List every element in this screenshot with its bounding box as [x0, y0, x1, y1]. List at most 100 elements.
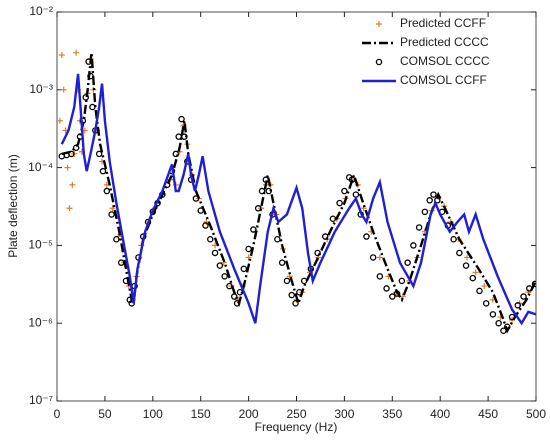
circle-marker: [211, 249, 219, 257]
circle-marker: [89, 103, 96, 111]
circle-marker: [462, 262, 470, 269]
plus-marker: [376, 21, 382, 27]
circle-marker: [398, 277, 406, 285]
circle-marker: [404, 259, 411, 266]
series-line: [61, 52, 536, 334]
circle-marker: [82, 94, 89, 101]
circle-marker: [348, 176, 356, 183]
circle-marker: [489, 311, 497, 318]
circle-marker: [300, 277, 308, 285]
circle-marker: [341, 187, 348, 195]
circle-marker: [72, 144, 80, 151]
circle-marker: [236, 288, 244, 296]
circle-marker: [393, 290, 401, 297]
circle-marker: [476, 287, 483, 295]
circle-marker: [504, 323, 511, 331]
legend-label: Predicted CCCC: [400, 35, 489, 49]
circle-marker: [113, 235, 120, 243]
circle-marker: [321, 233, 329, 240]
circle-marker: [283, 277, 291, 285]
circle-marker: [434, 197, 441, 204]
circle-marker: [245, 245, 252, 253]
legend-label: COMSOL CCFF: [400, 73, 487, 87]
circle-marker: [336, 199, 343, 207]
circle-marker: [172, 150, 180, 158]
circle-marker: [250, 226, 257, 233]
plus-marker: [472, 269, 479, 276]
plus-marker: [64, 164, 71, 171]
circle-marker: [430, 191, 437, 198]
circle-marker: [233, 300, 241, 307]
y-tick-label: 10⁻⁴: [28, 160, 53, 174]
plus-marker: [57, 117, 63, 124]
plus-marker: [73, 49, 80, 56]
y-tick-label: 10⁻²: [29, 4, 53, 18]
x-axis-label: Frequency (Hz): [255, 420, 338, 434]
circle-marker: [469, 274, 477, 282]
circle-marker: [410, 242, 417, 249]
plus-marker: [66, 205, 73, 212]
circle-marker: [197, 207, 204, 214]
x-tick-label: 450: [478, 407, 498, 421]
circle-marker: [508, 313, 516, 321]
circle-marker: [181, 133, 188, 140]
circle-marker: [426, 197, 433, 204]
circle-marker: [85, 58, 92, 65]
circle-marker: [258, 187, 266, 195]
circle-marker: [262, 176, 270, 183]
circle-marker: [292, 300, 299, 307]
x-tick-label: 200: [239, 407, 259, 421]
circle-marker: [99, 167, 107, 175]
circle-marker: [421, 208, 429, 216]
circle-marker: [87, 72, 94, 80]
plus-marker: [109, 205, 116, 212]
circle-marker: [202, 222, 209, 229]
circle-marker: [500, 327, 507, 334]
circle-marker: [369, 254, 377, 261]
plus-marker: [481, 283, 488, 290]
circle-marker: [514, 302, 522, 309]
x-tick-label: 350: [382, 407, 402, 421]
x-tick-label: 400: [430, 407, 450, 421]
plot-marks: [57, 49, 536, 334]
circle-marker: [68, 150, 75, 158]
y-tick-label: 10⁻⁶: [28, 315, 53, 329]
x-tick-label: 250: [286, 407, 306, 421]
circle-marker: [482, 300, 490, 307]
x-tick-label: 50: [98, 407, 112, 421]
circle-marker: [288, 291, 295, 299]
circle-marker: [108, 211, 115, 218]
circle-marker: [226, 282, 233, 290]
x-tick-label: 100: [143, 407, 163, 421]
circle-marker: [254, 205, 262, 212]
circle-marker: [314, 249, 321, 257]
circle-marker: [456, 249, 463, 257]
plus-marker: [245, 254, 252, 261]
circle-marker: [296, 288, 303, 296]
plus-marker: [60, 86, 67, 93]
x-tick-label: 300: [334, 407, 354, 421]
circle-marker: [329, 215, 337, 223]
circle-marker: [274, 235, 281, 243]
circle-marker: [178, 115, 185, 123]
circle-marker: [278, 259, 286, 266]
circle-marker: [375, 58, 383, 66]
y-axis-label: Plate deflection (m): [6, 154, 20, 257]
circle-marker: [230, 293, 238, 300]
circle-marker: [352, 191, 360, 198]
circle-marker: [450, 235, 457, 243]
circle-marker: [216, 262, 224, 269]
plot-area: [56, 11, 537, 402]
y-tick-label: 10⁻³: [29, 82, 53, 96]
circle-marker: [207, 235, 214, 243]
x-tick-label: 500: [526, 407, 546, 421]
circle-marker: [265, 187, 272, 195]
circle-marker: [103, 187, 111, 195]
x-tick-label: 0: [54, 407, 61, 421]
plus-marker: [69, 181, 76, 188]
y-tick-label: 10⁻⁷: [29, 393, 53, 407]
legend-label: Predicted CCFF: [400, 16, 486, 30]
circle-marker: [389, 293, 396, 300]
circle-marker: [117, 259, 125, 266]
